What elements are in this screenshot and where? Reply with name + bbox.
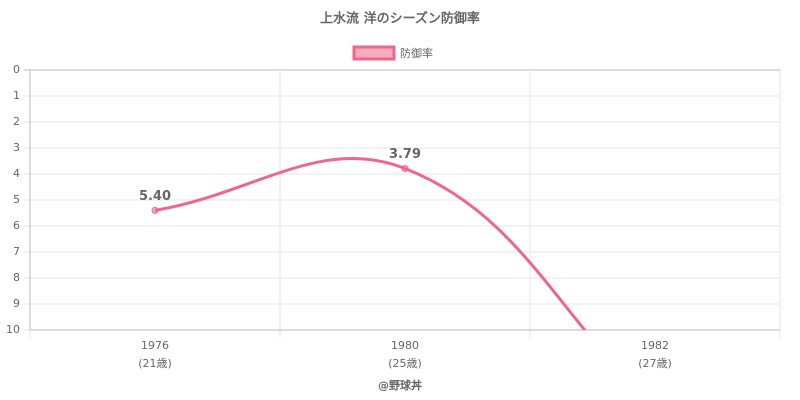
line xyxy=(154,156,587,330)
y-tick-label: 6 xyxy=(13,219,20,232)
x-tick-label: 1982 xyxy=(641,339,669,352)
y-tick-label: 0 xyxy=(13,63,20,76)
x-tick-sublabel: (25歳) xyxy=(388,357,422,370)
y-tick-label: 1 xyxy=(13,89,20,102)
x-tick-label: 1980 xyxy=(391,339,419,352)
y-tick-label: 9 xyxy=(13,297,20,310)
y-tick-label: 7 xyxy=(13,245,20,258)
y-tick-label: 4 xyxy=(13,167,20,180)
x-tick-label: 1976 xyxy=(141,339,169,352)
y-tick-label: 3 xyxy=(13,141,20,154)
legend-swatch xyxy=(352,45,396,61)
legend-label: 防御率 xyxy=(400,46,433,60)
point xyxy=(401,165,409,173)
data-label: 5.40 xyxy=(139,189,171,204)
x-tick-sublabel: (21歳) xyxy=(138,357,172,370)
footer: @野球丼 xyxy=(378,378,422,392)
y-tick-label: 5 xyxy=(13,193,20,206)
x-tick-sublabel: (27歳) xyxy=(638,357,672,370)
data-label: 3.79 xyxy=(389,147,421,162)
chart-title: 上水流 洋のシーズン防御率 xyxy=(320,11,480,27)
plot-area xyxy=(151,156,587,330)
y-tick-label: 10 xyxy=(6,323,20,336)
y-tick-label: 2 xyxy=(13,115,20,128)
y-tick-label: 8 xyxy=(13,271,20,284)
point xyxy=(151,206,159,214)
